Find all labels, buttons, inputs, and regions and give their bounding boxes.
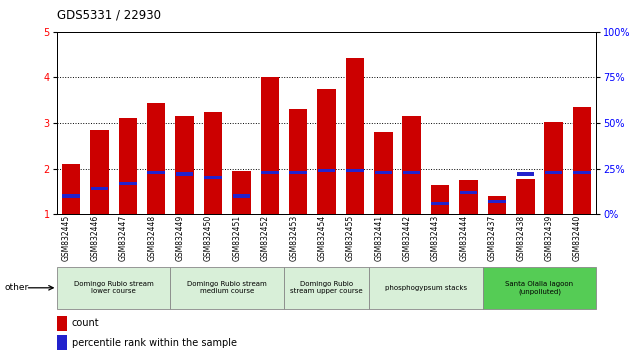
Bar <box>289 109 307 214</box>
Bar <box>483 267 596 309</box>
Bar <box>57 267 170 309</box>
Bar <box>431 184 449 214</box>
Text: Santa Olalla lagoon
(unpolluted): Santa Olalla lagoon (unpolluted) <box>505 281 574 295</box>
Text: GSM832450: GSM832450 <box>204 215 213 262</box>
Bar <box>346 58 364 214</box>
Bar <box>232 171 251 214</box>
Bar <box>176 172 193 176</box>
Bar <box>261 171 278 174</box>
Bar <box>233 194 250 198</box>
Bar <box>516 179 534 214</box>
Bar <box>403 116 421 214</box>
Text: GSM832443: GSM832443 <box>431 215 440 262</box>
Text: GSM832442: GSM832442 <box>403 215 412 261</box>
Bar <box>204 176 221 179</box>
Bar <box>57 316 66 331</box>
Bar <box>62 164 80 214</box>
Text: GSM832454: GSM832454 <box>317 215 327 262</box>
Bar <box>204 112 222 214</box>
Text: Domingo Rubio stream
lower course: Domingo Rubio stream lower course <box>74 281 153 294</box>
Bar <box>403 171 420 174</box>
Text: GSM832440: GSM832440 <box>573 215 582 262</box>
Text: percentile rank within the sample: percentile rank within the sample <box>72 337 237 348</box>
Bar <box>460 191 477 194</box>
Bar <box>90 130 109 214</box>
Bar <box>369 267 483 309</box>
Bar <box>318 169 335 172</box>
Bar <box>346 169 363 172</box>
Text: GSM832441: GSM832441 <box>374 215 384 261</box>
Bar <box>459 180 478 214</box>
Bar <box>62 194 80 198</box>
Text: Domingo Rubio stream
medium course: Domingo Rubio stream medium course <box>187 281 267 294</box>
Text: other: other <box>4 283 28 292</box>
Text: GSM832444: GSM832444 <box>459 215 468 262</box>
Text: GDS5331 / 22930: GDS5331 / 22930 <box>57 9 161 22</box>
Text: GSM832446: GSM832446 <box>90 215 100 262</box>
Bar <box>175 116 194 214</box>
Text: GSM832455: GSM832455 <box>346 215 355 262</box>
Bar <box>284 267 369 309</box>
Text: GSM832448: GSM832448 <box>147 215 156 261</box>
Bar <box>432 202 449 205</box>
Text: GSM832452: GSM832452 <box>261 215 270 261</box>
Bar <box>170 267 284 309</box>
Bar <box>574 171 591 174</box>
Bar <box>290 171 307 174</box>
Bar <box>488 196 506 214</box>
Bar <box>119 182 136 185</box>
Bar <box>317 89 336 214</box>
Text: GSM832439: GSM832439 <box>545 215 554 262</box>
Text: Domingo Rubio
stream upper course: Domingo Rubio stream upper course <box>290 281 363 294</box>
Bar <box>261 76 279 214</box>
Bar <box>545 122 563 214</box>
Text: GSM832437: GSM832437 <box>488 215 497 262</box>
Text: GSM832445: GSM832445 <box>62 215 71 262</box>
Bar <box>147 103 165 214</box>
Bar <box>119 119 137 214</box>
Text: count: count <box>72 318 100 329</box>
Bar <box>573 107 591 214</box>
Text: GSM832447: GSM832447 <box>119 215 127 262</box>
Text: GSM832449: GSM832449 <box>175 215 184 262</box>
Bar <box>57 335 66 350</box>
Bar <box>517 172 534 176</box>
Text: GSM832451: GSM832451 <box>232 215 242 261</box>
Text: GSM832438: GSM832438 <box>516 215 525 261</box>
Text: phosphogypsum stacks: phosphogypsum stacks <box>385 285 467 291</box>
Bar <box>488 200 505 203</box>
Bar <box>148 171 165 174</box>
Bar <box>374 132 392 214</box>
Bar <box>545 171 562 174</box>
Bar <box>375 171 392 174</box>
Bar <box>91 187 108 190</box>
Text: GSM832453: GSM832453 <box>289 215 298 262</box>
